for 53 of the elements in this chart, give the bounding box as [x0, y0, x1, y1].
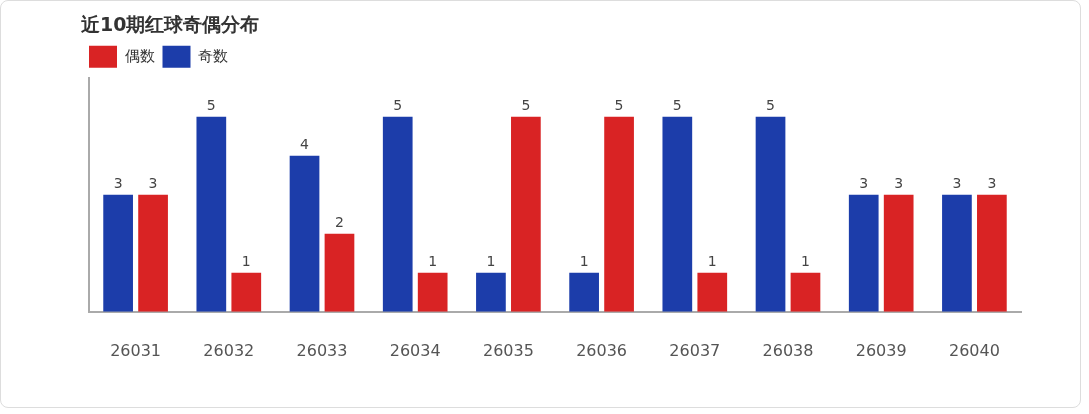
x-tick-label: 26039 [855, 340, 907, 360]
bar [289, 155, 320, 312]
data-label: 1 [801, 253, 810, 270]
x-tick-label: 26038 [762, 340, 814, 360]
data-label: 5 [393, 97, 403, 114]
x-tick-label: 26036 [576, 340, 628, 360]
bar [231, 272, 262, 312]
data-label: 3 [952, 175, 962, 192]
data-label: 1 [579, 253, 589, 270]
data-label: 3 [987, 175, 997, 192]
bar [196, 116, 227, 312]
x-tick-label: 26034 [389, 340, 441, 360]
data-label: 5 [206, 97, 216, 114]
data-label: 5 [766, 97, 775, 114]
chart-title: 近10期红球奇偶分布 [80, 13, 260, 36]
data-label: 5 [521, 97, 531, 114]
x-tick-label: 26040 [948, 340, 1000, 360]
bar [883, 194, 914, 312]
bar [511, 116, 541, 312]
data-label: 1 [428, 253, 438, 270]
data-label: 5 [614, 97, 624, 114]
bar [755, 116, 786, 312]
bar [324, 233, 355, 312]
bar [138, 194, 168, 312]
data-label: 3 [113, 175, 123, 192]
bar [848, 194, 879, 312]
bar [604, 116, 634, 312]
bar [790, 272, 821, 312]
x-tick-label: 26033 [296, 340, 348, 360]
x-tick-label: 26037 [669, 340, 721, 360]
data-label: 3 [859, 175, 869, 192]
bar [382, 116, 413, 312]
data-label: 1 [486, 253, 496, 270]
bar [977, 194, 1007, 312]
x-tick-label: 26031 [110, 340, 162, 360]
bar [103, 194, 133, 312]
legend-label: 偶数 [124, 46, 155, 65]
data-label: 1 [241, 253, 251, 270]
data-label: 3 [148, 175, 158, 192]
data-label: 3 [894, 175, 904, 192]
data-label: 1 [707, 253, 717, 270]
bar [476, 272, 506, 312]
x-tick-label: 26035 [482, 340, 534, 360]
legend-label: 奇数 [198, 46, 228, 65]
data-label: 2 [335, 214, 344, 231]
bar [942, 194, 972, 312]
bar [697, 272, 728, 312]
bar [417, 272, 448, 312]
bar [662, 116, 693, 312]
x-tick-label: 26032 [203, 340, 255, 360]
bar [569, 272, 599, 312]
data-label: 4 [300, 136, 310, 153]
data-label: 5 [672, 97, 682, 114]
